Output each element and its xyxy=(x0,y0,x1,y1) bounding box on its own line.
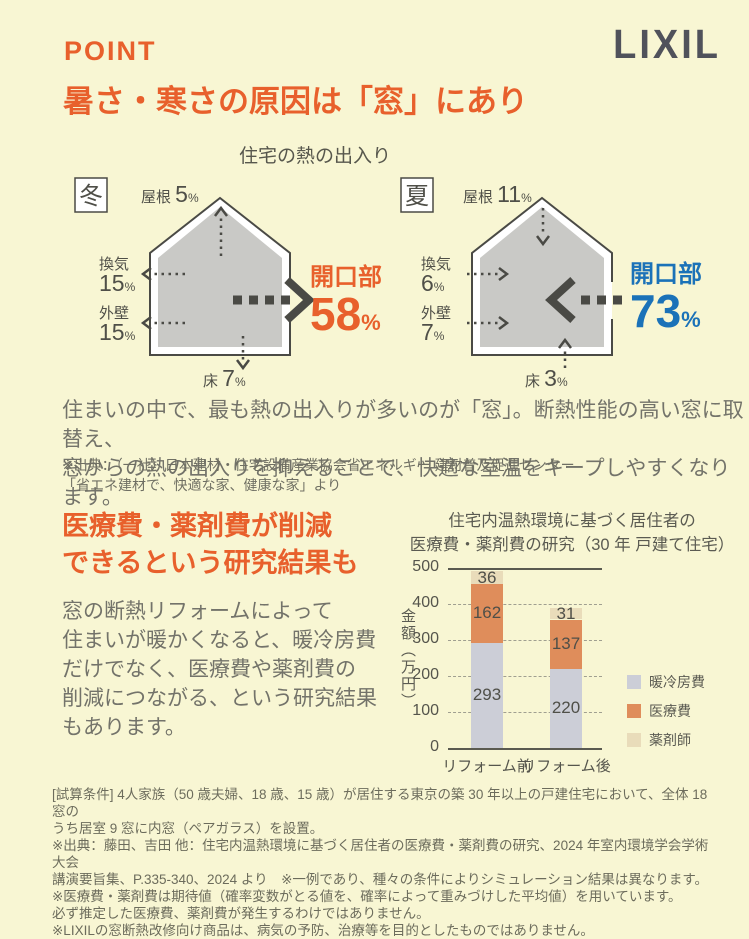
lixil-logo: LIXIL xyxy=(613,22,721,68)
vent-arrow-head-icon xyxy=(498,267,510,281)
wall-value: 7% xyxy=(421,319,445,345)
y-tick-label: 0 xyxy=(430,738,439,755)
house-body xyxy=(158,207,282,347)
summer-season-label: 夏 xyxy=(405,183,429,210)
bar-value-label: 293 xyxy=(472,685,502,705)
grid-line xyxy=(448,568,602,570)
y-tick-label: 500 xyxy=(412,558,439,575)
summer-opening-callout: 開口部 73% xyxy=(630,261,749,338)
roof-label: 屋根 11% xyxy=(463,181,532,207)
chart-y-axis-title: 金額（万円） xyxy=(399,608,416,710)
grid-line xyxy=(448,676,602,677)
legend-swatch-icon xyxy=(627,704,641,718)
diagram-title: 住宅の熱の出入り xyxy=(238,146,391,167)
y-tick-label: 200 xyxy=(412,666,439,683)
bar-segment: 31 xyxy=(550,604,582,623)
legend-item: 暖冷房費 xyxy=(627,672,705,692)
vent-value: 15% xyxy=(99,270,136,296)
legend-swatch-icon xyxy=(627,675,641,689)
bar-value-label: 31 xyxy=(556,603,576,623)
roof-arrow-head-icon xyxy=(214,205,228,217)
winter-house-svg: 冬 屋根 5% 換気 15% 外壁 15% 床 7% xyxy=(74,177,315,391)
legend-label: 医療費 xyxy=(649,703,691,719)
wall-label: 外壁 xyxy=(421,305,451,322)
legend-label: 薬剤師 xyxy=(649,732,691,748)
bar-segment: 293 xyxy=(471,642,503,748)
wall-label: 外壁 xyxy=(99,305,129,322)
medical-cost-chart: 金額（万円） 0 100 200 300 400 500 293 162 36 リフォーム前 22… xyxy=(395,558,749,792)
floor-arrow-head-icon xyxy=(558,337,572,349)
opening-arrow-head-icon xyxy=(545,277,576,323)
bar-value-label: 162 xyxy=(472,603,502,623)
vent-arrow-head-icon xyxy=(140,267,152,281)
footnotes: [試算条件] 4人家族（50 歳夫婦、18 歳、15 歳）が居住する東京の築 3… xyxy=(52,787,709,938)
winter-opening-callout: 開口部 58% xyxy=(310,264,430,341)
house-body xyxy=(480,207,604,347)
house-outline xyxy=(149,196,291,356)
winter-opening-percent: % xyxy=(361,310,381,336)
legend-item: 薬剤師 xyxy=(627,730,705,750)
chart-title: 住宅内温熱環境に基づく居住者の 医療費・薬剤費の研究（30 年 戸建て住宅） xyxy=(409,512,735,554)
y-tick-label: 100 xyxy=(412,702,439,719)
bar-value-label: 220 xyxy=(551,698,581,718)
winter-opening-label: 開口部 xyxy=(310,264,382,291)
wall-arrow-head-icon xyxy=(140,316,152,330)
legend-item: 医療費 xyxy=(627,701,705,721)
floor-arrow-head-icon xyxy=(236,359,250,371)
research-paragraph: 窓の断熱リフォームによって 住まいが暖かくなると、暖冷房費 だけでなく、医療費や… xyxy=(62,600,377,739)
winter-season-badge xyxy=(74,177,108,213)
bar-segment: 162 xyxy=(471,584,503,643)
wall-arrow-head-icon xyxy=(498,316,510,330)
bar-value-label: 137 xyxy=(551,634,581,654)
vent-label: 換気 xyxy=(99,256,129,273)
opening-arrow-head-icon xyxy=(284,277,315,323)
grid-line xyxy=(448,712,602,713)
wall-value: 15% xyxy=(99,319,136,345)
category-label: リフォーム前 xyxy=(442,758,532,775)
summer-opening-percent: % xyxy=(681,307,701,333)
y-tick-label: 400 xyxy=(412,594,439,611)
floor-label: 床 3% xyxy=(525,365,568,391)
roof-arrow-head-icon xyxy=(536,235,550,247)
intro-source-note: ※出典：（一社）日本建材・住宅設備産業協会省エネルギー 建材普及促進センター 「… xyxy=(62,457,575,493)
house-outline xyxy=(471,196,613,356)
vent-label: 換気 xyxy=(421,256,451,273)
floor-label: 床 7% xyxy=(203,365,246,391)
grid-line xyxy=(448,748,602,750)
bar-value-label: 36 xyxy=(477,567,497,587)
grid-line xyxy=(448,604,602,605)
grid-line xyxy=(448,640,602,641)
chart-legend: 暖冷房費医療費薬剤師 xyxy=(627,672,705,759)
bar-segment: 137 xyxy=(550,619,582,669)
legend-swatch-icon xyxy=(627,733,641,747)
intro-paragraph: 住まいの中で、最も熱の出入りが多いのが「窓」。断熱性能の高い窓に取替え、 窓から… xyxy=(62,399,744,509)
point-eyebrow: POINT xyxy=(64,36,157,66)
summer-opening-label: 開口部 xyxy=(630,261,702,288)
research-heading: 医療費・薬剤費が削減 できるという研究結果も xyxy=(62,511,359,578)
summer-house-svg: 夏 屋根 11% 換気 6% 外壁 7% 床 3% xyxy=(400,177,629,391)
summer-opening-value: 73 xyxy=(630,285,682,338)
page-title: 暑さ・寒さの原因は「窓」にあり xyxy=(63,84,528,119)
y-tick-label: 300 xyxy=(412,630,439,647)
vent-value: 6% xyxy=(421,270,445,296)
summer-house-figure: 夏 屋根 11% 換気 6% 外壁 7% 床 3% xyxy=(377,170,707,415)
summer-season-badge xyxy=(400,177,434,213)
chart-plot-area: 293 162 36 リフォーム前 220 137 31 リフォーム後 xyxy=(442,568,611,775)
bar-segment: 220 xyxy=(550,668,582,748)
category-label: リフォーム後 xyxy=(521,758,611,775)
winter-house-figure: 冬 屋根 5% 換気 15% 外壁 15% 床 7% xyxy=(55,170,385,415)
legend-label: 暖冷房費 xyxy=(649,674,705,690)
winter-season-label: 冬 xyxy=(79,183,103,210)
roof-label: 屋根 5% xyxy=(141,181,199,207)
winter-opening-value: 58 xyxy=(310,288,362,341)
bar-segment: 36 xyxy=(471,568,503,587)
